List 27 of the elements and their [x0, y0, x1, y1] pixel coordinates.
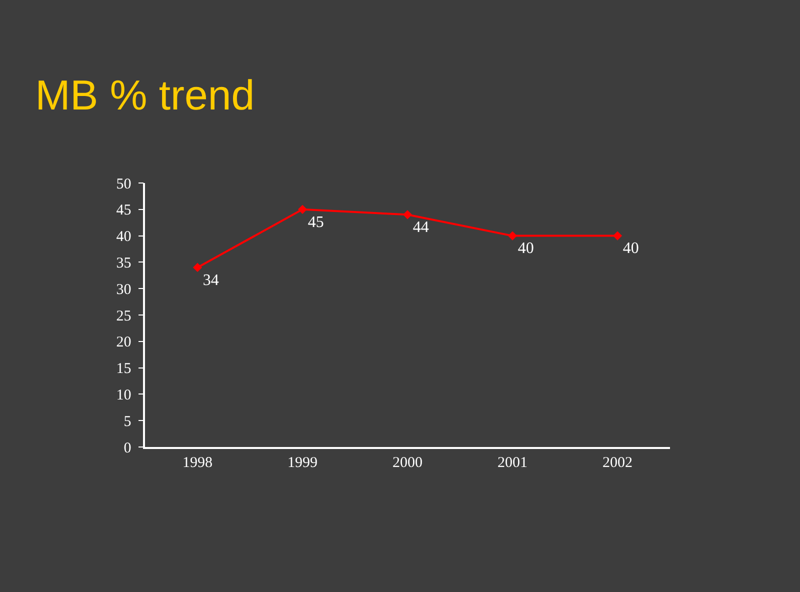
point: [402, 210, 412, 220]
y-tick-label: 40: [116, 229, 132, 246]
y-tick-label: 10: [116, 387, 132, 404]
data-label: 44: [412, 219, 429, 236]
data-label: 40: [622, 240, 639, 258]
x-tick-label: 1999: [288, 454, 318, 471]
y-tick-label: 15: [116, 361, 132, 378]
y-tick-label: 20: [116, 334, 132, 351]
x-tick-label: 1998: [182, 454, 212, 471]
y-tick-label: 45: [116, 202, 132, 219]
y-tick-label: 35: [116, 255, 132, 272]
point: [508, 231, 518, 240]
point: [298, 204, 308, 214]
point: [192, 262, 202, 272]
data-label: 34: [202, 272, 219, 289]
chart-title: MB % trend: [35, 72, 255, 119]
x-tick-label: 2001: [498, 454, 528, 471]
data-label: 40: [518, 240, 534, 258]
x-tick-label: 2000: [392, 454, 422, 471]
y-tick-label: 0: [124, 440, 132, 456]
y-tick-label: 50: [116, 176, 132, 192]
y-tick-label: 30: [116, 282, 132, 298]
y-tick-label: 5: [124, 414, 132, 430]
point: [612, 231, 622, 240]
data-label: 45: [308, 214, 324, 231]
y-tick-label: 25: [116, 308, 132, 324]
x-tick-label: 2002: [602, 454, 632, 471]
